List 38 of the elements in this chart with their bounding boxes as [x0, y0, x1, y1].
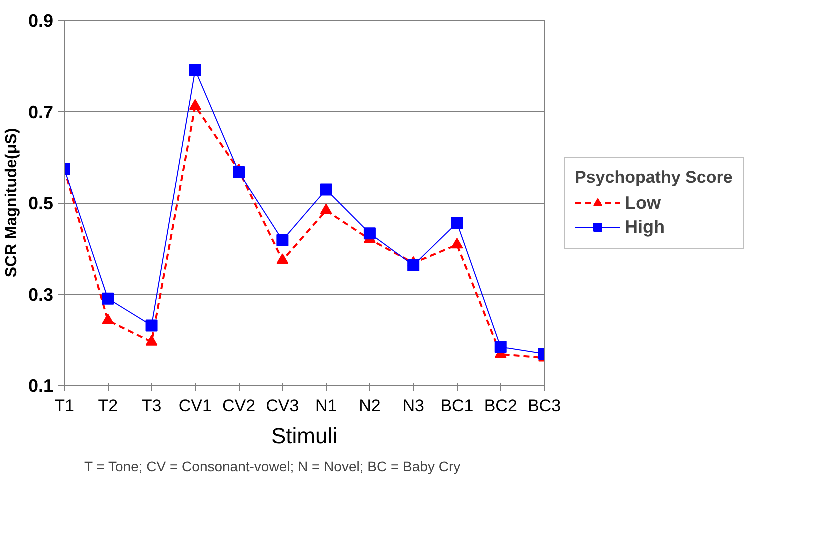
y-tick-label: 0.3	[28, 284, 54, 305]
legend-label: High	[625, 216, 665, 238]
x-tick-label: N2	[359, 396, 381, 416]
x-tick-label: CV1	[178, 396, 212, 416]
point	[320, 184, 332, 196]
y-tick-label: 0.5	[28, 194, 54, 214]
point	[451, 238, 464, 249]
point	[276, 254, 289, 264]
legend-label: Low	[625, 192, 661, 214]
x-axis-title: Stimuli	[271, 424, 338, 448]
y-tick-label: 0.1	[28, 376, 54, 396]
point	[102, 292, 114, 305]
x-tick-label: BC1	[440, 396, 474, 416]
x-tick-label: BC3	[528, 396, 562, 416]
x-tick-label: CV3	[266, 396, 300, 416]
point	[146, 320, 158, 332]
point	[320, 204, 332, 214]
x-tick-label: T1	[54, 396, 74, 416]
x-tick-label: T2	[98, 396, 118, 416]
point	[189, 64, 202, 76]
x-tick-label: N1	[315, 396, 338, 416]
x-tick-label: BC2	[484, 396, 518, 416]
point	[102, 314, 114, 324]
point	[451, 217, 464, 230]
x-tick-label: T3	[142, 396, 162, 416]
point	[364, 228, 376, 240]
text: T = Tone; CV = Consonant-vowel; N = Novel; BC = Baby Cry	[84, 458, 461, 474]
point	[494, 341, 507, 354]
point	[146, 335, 158, 346]
x-tick-label: N3	[402, 396, 424, 416]
y-tick-label: 0.9	[28, 11, 54, 31]
legend-title: Psychopathy Score	[575, 168, 733, 188]
y-tick-label: 0.7	[28, 102, 54, 122]
x-tick-label: CV2	[222, 396, 256, 416]
point	[276, 234, 289, 246]
point	[408, 260, 420, 272]
point	[233, 166, 246, 178]
y-axis-title: SCR Magnitude(μS)	[3, 128, 20, 278]
